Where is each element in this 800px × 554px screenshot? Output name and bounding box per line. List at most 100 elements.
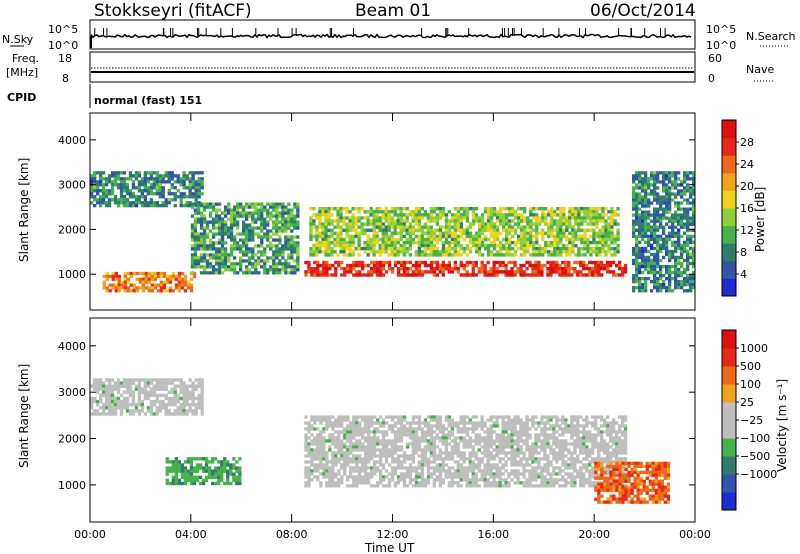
power-cell [632, 186, 636, 190]
velocity-cell [235, 469, 239, 473]
velocity-cell [399, 424, 404, 428]
power-cell [354, 207, 358, 211]
velocity-cell [435, 424, 439, 428]
power-cell [324, 234, 328, 239]
velocity-cell [110, 393, 115, 398]
velocity-cell [474, 463, 478, 467]
power-cell [531, 267, 535, 271]
velocity-cell [402, 454, 407, 458]
power-cell [230, 226, 234, 230]
power-cell [546, 270, 550, 274]
velocity-cell [364, 427, 368, 431]
velocity-cell [337, 421, 341, 425]
power-cell [236, 202, 240, 206]
power-cell [662, 231, 666, 235]
velocity-cell [223, 466, 227, 470]
power-cell [174, 277, 179, 281]
power-cell [260, 220, 264, 224]
power-cell [333, 250, 337, 254]
power-cell [659, 249, 663, 254]
power-cell [450, 231, 455, 235]
velocity-cell [423, 445, 428, 449]
power-cell [686, 255, 690, 260]
velocity-cell [316, 439, 320, 443]
velocity-cell [226, 463, 230, 467]
velocity-cell [313, 463, 317, 467]
power-cell [372, 234, 376, 239]
velocity-cell [352, 484, 356, 488]
velocity-cell [426, 475, 431, 479]
power-cell [665, 216, 669, 220]
power-cell [214, 253, 219, 257]
power-cell [113, 198, 118, 202]
power-cell [489, 210, 494, 214]
power-cell [101, 177, 106, 181]
power-cell [390, 250, 394, 254]
velocity-cell [352, 454, 356, 458]
power-cell [284, 271, 288, 275]
power-cell [316, 263, 320, 268]
velocity-cell [468, 427, 472, 431]
power-cell [230, 229, 234, 233]
power-cell [336, 240, 340, 245]
power-cell [420, 216, 424, 220]
velocity-cell [137, 381, 142, 385]
velocity-cell [146, 406, 150, 410]
power-cell [510, 260, 514, 265]
power-cell [384, 250, 388, 254]
power-cell [492, 225, 497, 229]
power-cell [164, 180, 168, 184]
velocity-cell [379, 463, 383, 467]
power-cell [296, 223, 300, 227]
velocity-cell [155, 381, 159, 385]
power-cell [260, 214, 264, 218]
power-cell [477, 216, 482, 220]
power-cell [465, 216, 470, 220]
velocity-cell [429, 448, 434, 452]
power-cell [179, 195, 183, 199]
velocity-cell [140, 387, 144, 391]
power-cell [211, 271, 216, 275]
power-cell [544, 247, 548, 251]
power-cell [296, 247, 300, 251]
power-cell [517, 219, 521, 223]
power-cell [251, 232, 255, 236]
power-cell [331, 263, 335, 268]
power-cell [248, 256, 252, 260]
velocity-cell [334, 463, 338, 467]
power-cell [601, 207, 605, 211]
power-cell [318, 207, 322, 211]
power-cell [345, 234, 349, 239]
velocity-cell [355, 433, 359, 437]
power-cell [161, 189, 165, 193]
power-cell [505, 253, 509, 257]
power-cell [653, 267, 657, 272]
power-cell [352, 267, 356, 271]
velocity-cell [325, 469, 329, 473]
power-cell [662, 237, 666, 241]
velocity-cell [185, 409, 189, 413]
power-cell [641, 255, 645, 260]
velocity-cell [185, 384, 189, 388]
power-cell [635, 204, 639, 208]
power-cell [143, 195, 147, 199]
power-cell [260, 226, 264, 230]
power-cell [337, 260, 341, 265]
power-cell [468, 250, 473, 254]
power-cell [146, 171, 150, 175]
power-cell [656, 286, 660, 290]
power-cell [325, 263, 329, 268]
power-cell [318, 231, 322, 235]
power-cell [387, 247, 391, 251]
velocity-cell [376, 466, 380, 470]
power-cell [552, 260, 556, 265]
power-cell [290, 244, 294, 248]
power-cell [604, 231, 608, 235]
velocity-cell [104, 387, 109, 391]
velocity-cell [116, 381, 121, 385]
power-cell [205, 253, 210, 257]
velocity-cell [379, 415, 383, 419]
velocity-cell [420, 430, 425, 434]
power-cell [137, 171, 142, 175]
